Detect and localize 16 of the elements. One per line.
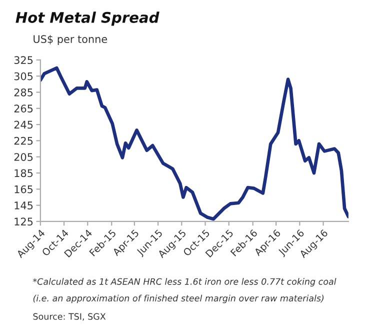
y-tick-label: 265 [14,104,33,112]
text: (i.e. an approximation of finished steel margin over raw materials) [33,294,324,304]
text: *Calculated as 1t ASEAN HRC less 1.6t iron ore less 0.77t coking coal [32,278,336,287]
y-tick-label: 285 [14,88,33,96]
source-note: Source: TSI, SGX [33,313,106,321]
y-tick-label: 205 [14,153,33,161]
y-tick-label: 145 [14,202,33,210]
y-tick-label: 125 [14,218,33,226]
chart-title: Hot Metal Spread [16,12,160,26]
y-tick-label: 165 [14,185,33,194]
y-tick-label: 185 [14,169,33,178]
y-axis-title: US$ per tonne [34,34,108,46]
y-tick-label: 225 [14,136,33,145]
y-tick-label: 305 [14,72,33,80]
y-tick-label: 245 [14,120,33,129]
y-tick-label: 325 [14,56,33,64]
